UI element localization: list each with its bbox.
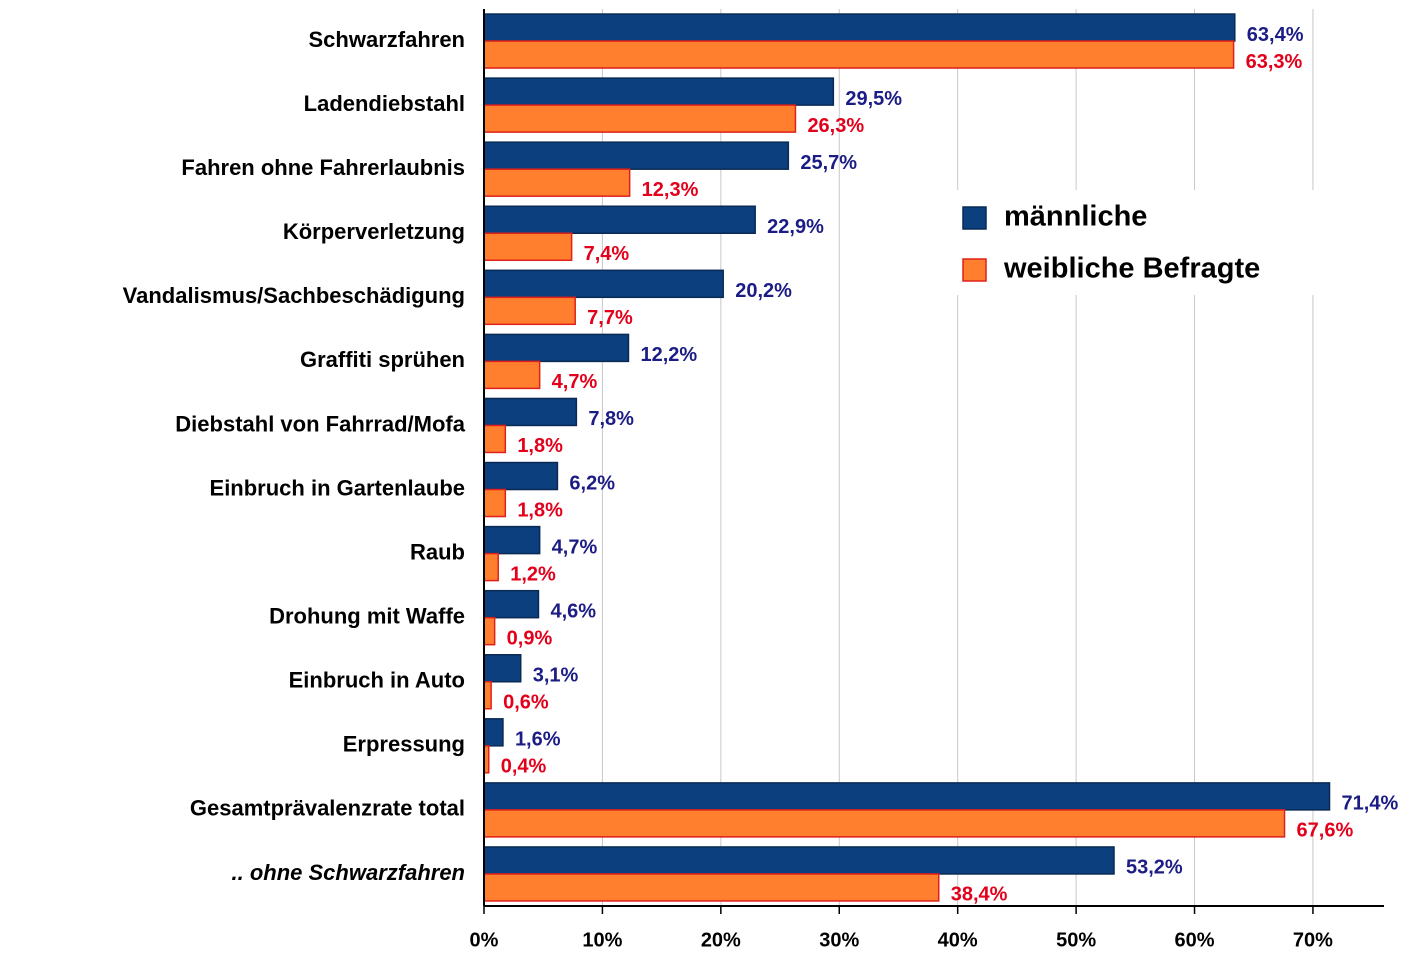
bar [483, 846, 1115, 875]
bar [483, 424, 507, 454]
value-label: 26,3% [807, 115, 864, 137]
value-label: 4,7% [552, 536, 598, 558]
category-label: Schwarzfahren [309, 27, 466, 52]
bar [483, 654, 522, 683]
legend-swatch [962, 206, 987, 230]
bar [483, 397, 578, 427]
bar [483, 552, 499, 582]
value-label: 1,8% [517, 435, 563, 457]
bar [483, 873, 940, 902]
bar [483, 168, 631, 197]
category-label: Fahren ohne Fahrerlaubnis [181, 155, 465, 180]
value-label: 29,5% [845, 88, 902, 110]
bar [483, 77, 835, 106]
bar [483, 616, 496, 646]
x-tick-label: 50% [1056, 929, 1096, 951]
legend-swatch [962, 258, 987, 282]
x-tick-label: 10% [582, 929, 622, 951]
legend-label: weibliche Befragte [1003, 253, 1260, 285]
value-label: 3,1% [533, 665, 579, 687]
value-label: 1,8% [517, 499, 563, 521]
value-label: 38,4% [951, 884, 1008, 906]
value-label: 12,2% [640, 344, 697, 366]
value-label: 63,3% [1246, 51, 1303, 73]
value-label: 1,2% [510, 563, 556, 585]
value-label: 4,6% [550, 600, 596, 622]
value-label: 0,6% [503, 692, 549, 714]
value-label: 7,8% [588, 408, 634, 430]
value-label: 12,3% [642, 179, 699, 201]
x-tick-label: 0% [470, 929, 499, 951]
x-tick-label: 20% [701, 929, 741, 951]
bar [483, 488, 507, 518]
category-label: Ladendiebstahl [304, 91, 465, 116]
bar [483, 333, 630, 363]
bar [483, 525, 541, 555]
value-label: 1,6% [515, 729, 561, 751]
category-label: Einbruch in Gartenlaube [210, 475, 465, 500]
bar [483, 360, 541, 390]
category-label: Vandalismus/Sachbeschädigung [123, 283, 465, 308]
category-label: Körperverletzung [283, 219, 465, 244]
value-label: 0,9% [507, 627, 553, 649]
bar [483, 269, 724, 299]
value-label: 71,4% [1342, 793, 1399, 815]
category-label: Diebstahl von Fahrrad/Mofa [175, 411, 465, 436]
x-tick-label: 60% [1175, 929, 1215, 951]
bar [483, 13, 1236, 42]
value-label: 20,2% [735, 280, 792, 302]
bar [483, 782, 1331, 811]
value-label: 67,6% [1297, 820, 1354, 842]
category-label: Gesamtprävalenzrate total [190, 796, 465, 821]
value-label: 53,2% [1126, 857, 1183, 879]
x-tick-label: 30% [819, 929, 859, 951]
bar [483, 681, 492, 710]
category-label: Erpressung [343, 732, 465, 757]
value-label: 6,2% [569, 472, 615, 494]
value-label: 7,4% [584, 243, 630, 265]
x-tick-label: 70% [1293, 929, 1333, 951]
bar [483, 718, 504, 747]
category-label: Raub [410, 539, 465, 564]
bar [483, 205, 756, 234]
legend-background [950, 190, 1320, 295]
category-label: Drohung mit Waffe [269, 603, 465, 628]
category-label: Graffiti sprühen [300, 347, 465, 372]
value-label: 63,4% [1247, 24, 1304, 46]
value-label: 25,7% [800, 152, 857, 174]
legend-label: männliche [1004, 201, 1147, 233]
x-tick-label: 40% [938, 929, 978, 951]
bar [483, 461, 559, 491]
value-label: 4,7% [552, 371, 598, 393]
bar [483, 296, 576, 326]
bar [483, 141, 790, 170]
bar [483, 232, 573, 261]
value-label: 0,4% [501, 756, 547, 778]
bar [483, 104, 797, 133]
category-label: .. ohne Schwarzfahren [232, 860, 466, 885]
bar [483, 589, 540, 619]
category-label: Einbruch in Auto [289, 668, 465, 693]
bar [483, 40, 1235, 69]
bar [483, 809, 1286, 838]
value-label: 7,7% [587, 307, 633, 329]
value-label: 22,9% [767, 216, 824, 238]
